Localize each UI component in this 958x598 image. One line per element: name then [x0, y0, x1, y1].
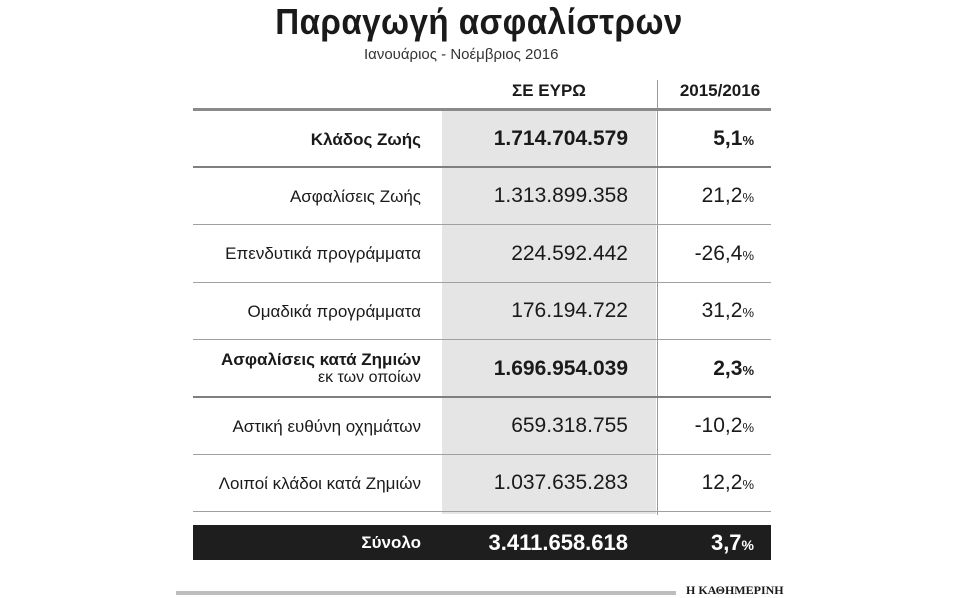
- row-change-number: 12,2: [701, 471, 743, 495]
- row-change-number: 2,3: [713, 356, 743, 380]
- row-change: 21,2%: [658, 168, 754, 224]
- row-label: Ομαδικά προγράμματα: [193, 283, 421, 339]
- percent-unit: %: [742, 477, 754, 493]
- row-value: 1.696.954.039: [493, 356, 628, 380]
- row-label-text: Λοιποί κλάδοι κατά Ζημιών: [218, 473, 421, 493]
- column-header-change: 2015/2016: [679, 81, 761, 100]
- total-change: 3,7%: [658, 525, 754, 560]
- row-label-text: Ασφαλίσεις Ζωής: [289, 186, 421, 206]
- table-row: Ασφαλίσεις κατά Ζημιών εκ των οποίων 1.696…: [193, 341, 771, 398]
- row-change-number: 21,2: [701, 184, 743, 208]
- table-row: Κλάδος Ζωής 1.714.704.579 5,1%: [193, 111, 771, 168]
- percent-unit: %: [742, 420, 754, 435]
- row-separator: [193, 454, 771, 455]
- row-separator: [193, 511, 771, 513]
- row-change-number: 5,1: [713, 127, 743, 150]
- header-rule: [193, 108, 771, 111]
- row-label-text: Ομαδικά προγράμματα: [247, 301, 421, 321]
- total-row: Σύνολο 3.411.658.618 3,7%: [193, 525, 771, 560]
- total-label: Σύνολο: [361, 533, 421, 552]
- row-separator: [193, 395, 771, 398]
- row-value: 1.037.635.283: [493, 471, 628, 495]
- total-change-number: 3,7: [710, 530, 742, 555]
- row-value: 1.313.899.358: [493, 184, 628, 208]
- row-value: 659.318.755: [511, 414, 628, 437]
- table-row: Λοιποί κλάδοι κατά Ζημιών 1.037.635.283 12…: [193, 455, 771, 513]
- row-label-text: Αστική ευθύνη οχημάτων: [232, 416, 421, 436]
- footer-rule: [176, 591, 676, 595]
- row-change: 12,2%: [658, 455, 754, 511]
- row-label: Ασφαλίσεις κατά Ζημιών εκ των οποίων: [193, 341, 421, 397]
- row-change: -26,4%: [658, 226, 754, 282]
- row-label: Κλάδος Ζωής: [193, 111, 421, 167]
- row-sublabel: εκ των οποίων: [317, 369, 421, 387]
- row-label-text: Επενδυτικά προγράμματα: [225, 244, 421, 264]
- row-value: 224.592.442: [511, 241, 628, 265]
- row-label-text: Ασφαλίσεις κατά Ζημιών: [220, 350, 421, 370]
- row-change: -10,2%: [658, 398, 754, 454]
- percent-unit: %: [741, 537, 754, 553]
- row-change-number: -26,4: [694, 241, 743, 265]
- row-value: 176.194.722: [511, 299, 628, 323]
- source-credit: Η ΚΑΘΗΜΕΡΙΝΗ: [686, 583, 784, 597]
- chart-title: Παραγωγή ασφαλίστρων: [275, 1, 683, 42]
- row-value: 1.714.704.579: [493, 127, 628, 150]
- row-change-number: 31,2: [701, 299, 743, 323]
- column-header-euro: ΣΕ ΕΥΡΩ: [512, 81, 586, 100]
- percent-unit: %: [742, 133, 754, 148]
- percent-unit: %: [742, 305, 754, 321]
- row-separator: [193, 339, 771, 341]
- row-change: 2,3%: [658, 341, 754, 397]
- row-label: Αστική ευθύνη οχημάτων: [193, 398, 421, 454]
- row-label: Επενδυτικά προγράμματα: [193, 226, 421, 282]
- table-row: Ασφαλίσεις Ζωής 1.313.899.358 21,2%: [193, 168, 771, 226]
- row-change: 5,1%: [658, 111, 754, 167]
- percent-unit: %: [742, 247, 754, 263]
- row-separator: [193, 281, 771, 283]
- row-label: Ασφαλίσεις Ζωής: [193, 168, 421, 224]
- row-label-text: Κλάδος Ζωής: [310, 129, 421, 149]
- column-divider: [657, 80, 658, 515]
- row-label: Λοιποί κλάδοι κατά Ζημιών: [193, 455, 421, 511]
- euro-column-shading: [442, 111, 656, 514]
- total-value: 3.411.658.618: [488, 530, 628, 555]
- row-change-number: -10,2: [694, 414, 743, 437]
- table-row: Αστική ευθύνη οχημάτων 659.318.755 -10,2%: [193, 398, 771, 455]
- chart-subtitle: Ιανουάριος - Νοέμβριος 2016: [364, 46, 559, 63]
- row-change: 31,2%: [658, 283, 754, 339]
- row-separator: [193, 224, 771, 226]
- table-row: Ομαδικά προγράμματα 176.194.722 31,2%: [193, 283, 771, 341]
- percent-unit: %: [742, 190, 754, 206]
- row-separator: [193, 166, 771, 168]
- table-row: Επενδυτικά προγράμματα 224.592.442 -26,4%: [193, 226, 771, 283]
- percent-unit: %: [742, 362, 754, 378]
